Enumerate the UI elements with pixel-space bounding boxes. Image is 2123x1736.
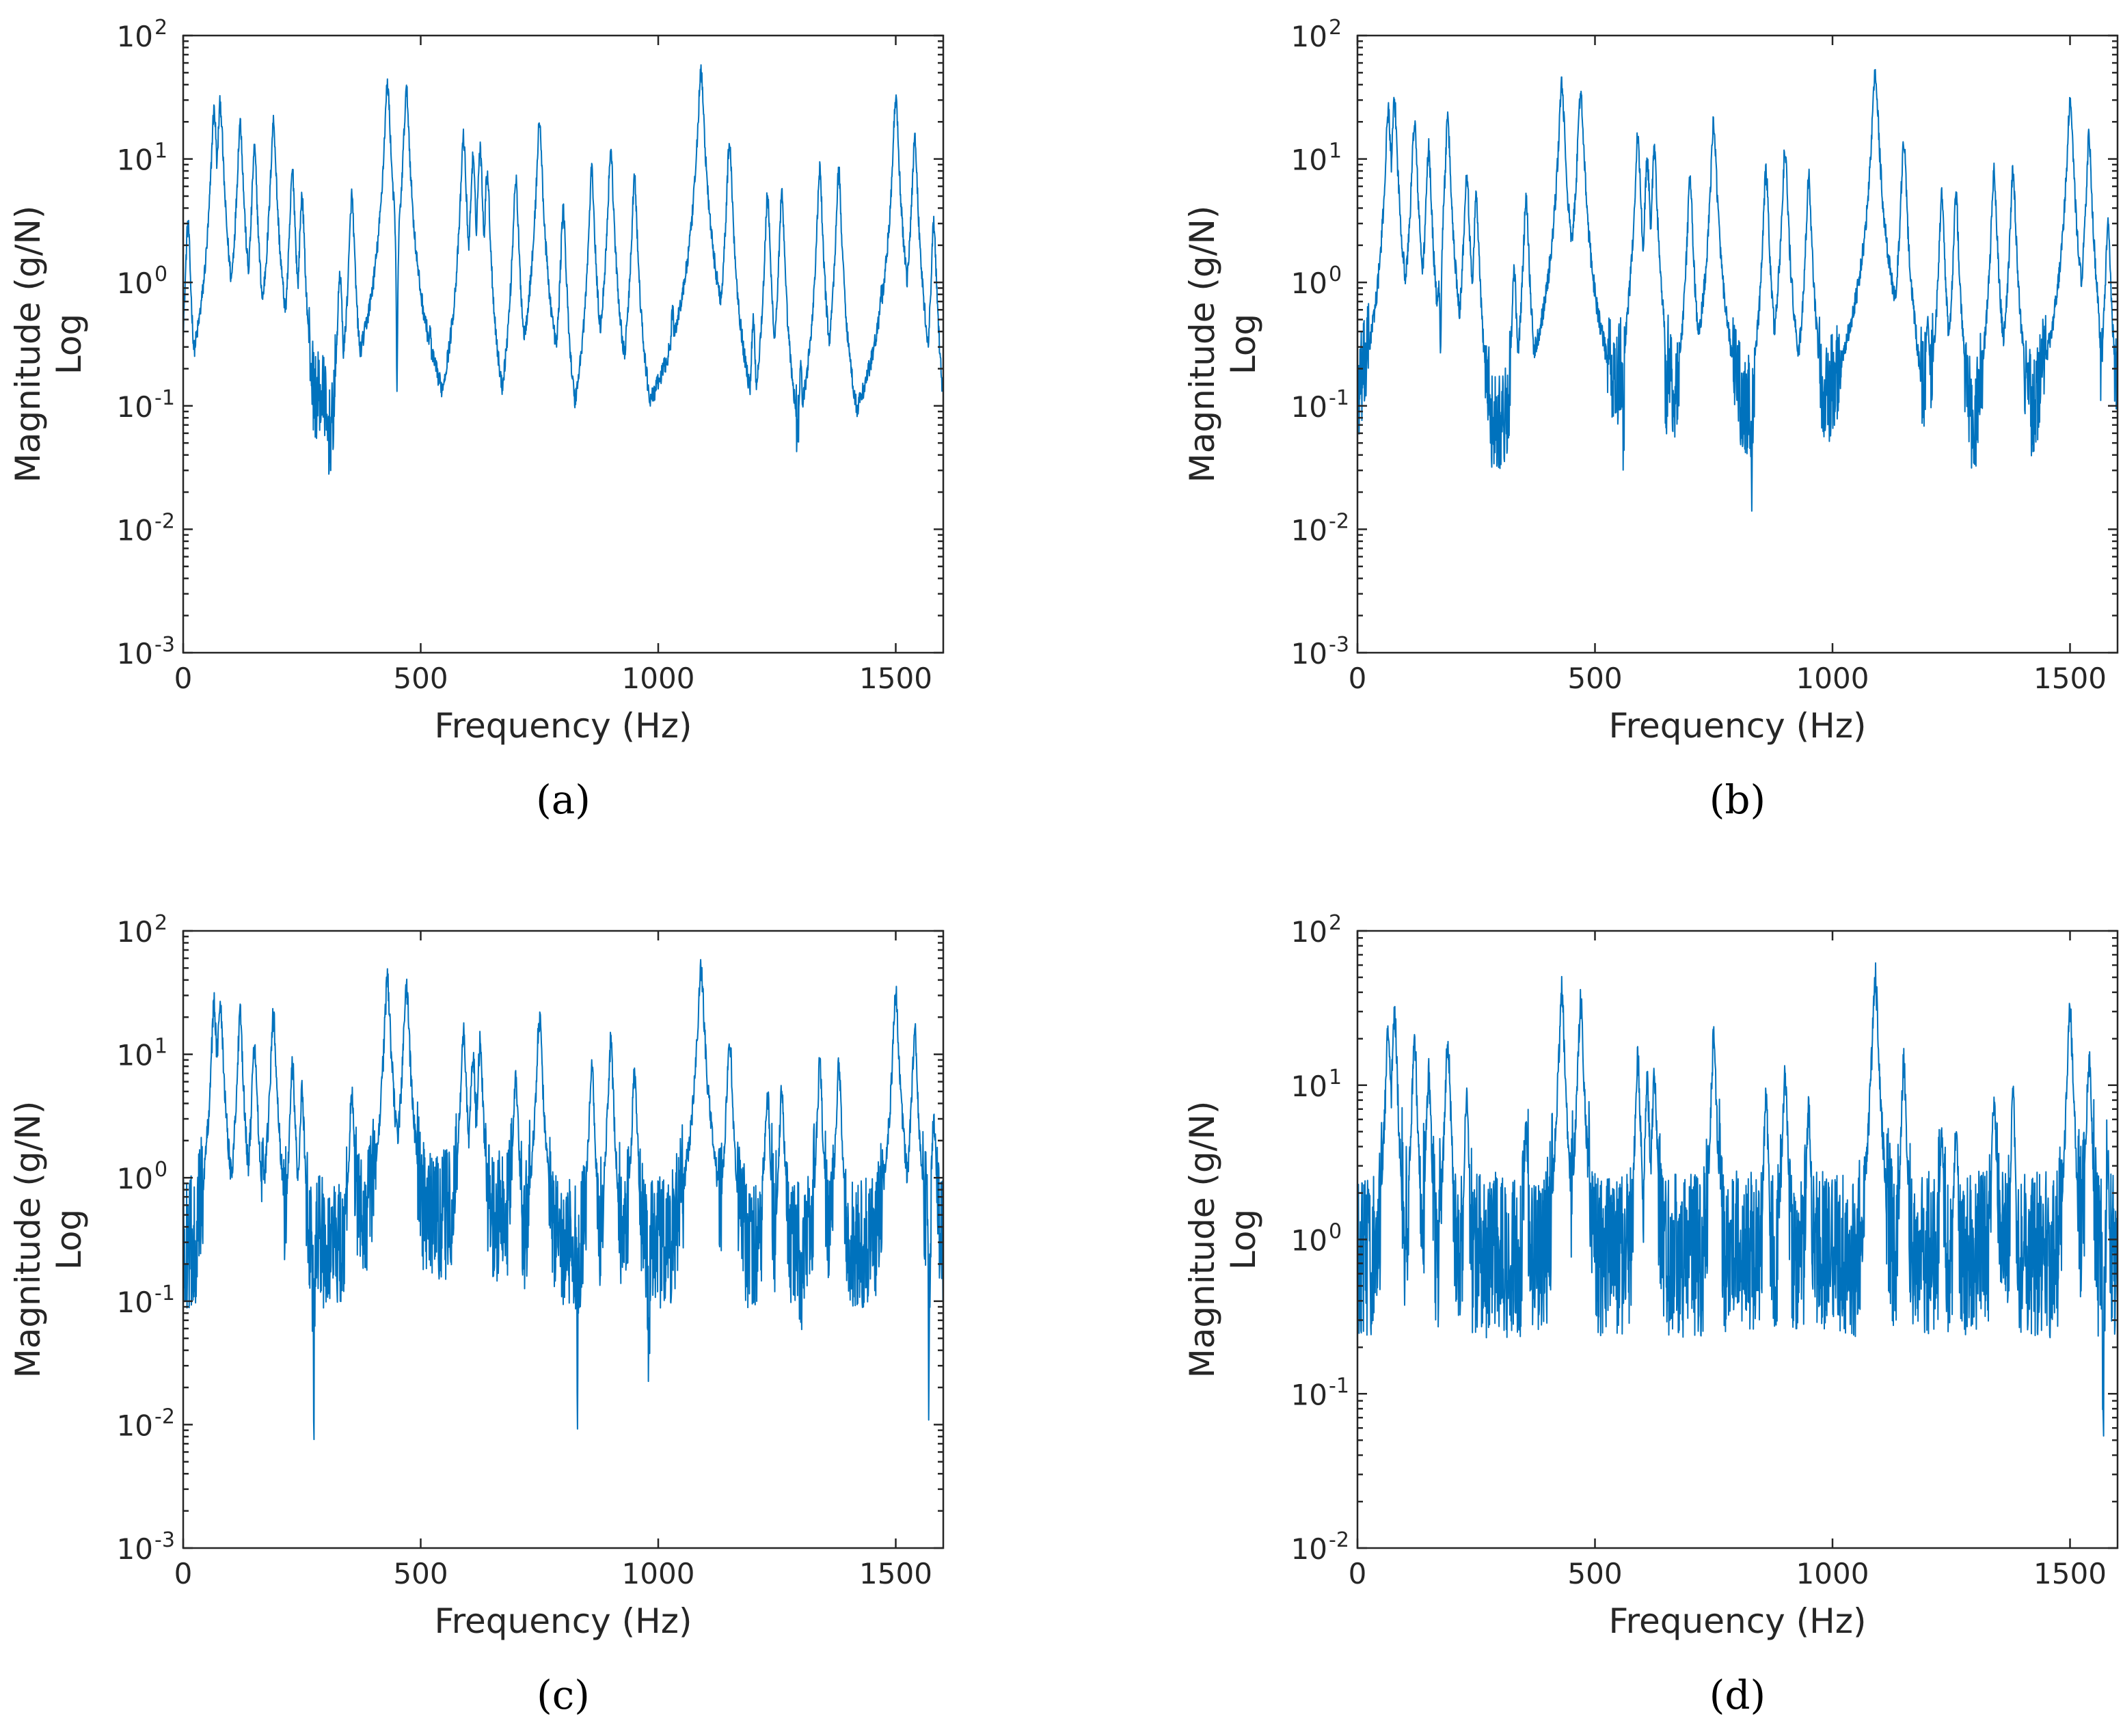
y-tick-exponent: 0 bbox=[154, 1158, 167, 1182]
y-axis-label: Magnitude (g/N) bbox=[8, 206, 48, 483]
x-tick-label: 1500 bbox=[859, 1557, 932, 1590]
y-tick-exponent: 0 bbox=[1329, 262, 1342, 286]
y-tick-exponent: 2 bbox=[1329, 16, 1342, 40]
y-axis-label: Magnitude (g/N) bbox=[1182, 206, 1222, 483]
y-tick-exponent: -1 bbox=[1329, 1374, 1349, 1398]
x-tick-label: 500 bbox=[393, 1557, 448, 1590]
y-axis-label: Magnitude (g/N) bbox=[1182, 1101, 1222, 1379]
y-tick-exponent: -1 bbox=[154, 1281, 175, 1305]
x-tick-label: 0 bbox=[174, 1557, 193, 1590]
y-tick-label: 10 bbox=[1291, 915, 1327, 949]
plot-area bbox=[1357, 36, 2118, 653]
x-tick-label: 500 bbox=[1567, 662, 1622, 695]
chart-panel-d: 0 500 1000 1500 10 -2 10 -1 10 0 10 1 10 2 Frequency (… bbox=[1174, 895, 2123, 1736]
y-tick-exponent: -2 bbox=[154, 1405, 175, 1428]
x-tick-label: 1000 bbox=[1796, 662, 1869, 695]
y-tick-exponent: 2 bbox=[154, 16, 167, 40]
y-tick-exponent: -3 bbox=[154, 1528, 175, 1552]
y-tick-label: 10 bbox=[117, 20, 153, 53]
y-tick-label: 10 bbox=[117, 1409, 153, 1442]
y-tick-label: 10 bbox=[117, 1039, 153, 1072]
x-tick-label: 0 bbox=[174, 662, 193, 695]
y-axis-label-scale: Log bbox=[49, 314, 89, 375]
panel-caption: (c) bbox=[537, 1672, 590, 1718]
x-axis-label: Frequency (Hz) bbox=[434, 1601, 692, 1641]
y-tick-exponent: 2 bbox=[154, 911, 167, 935]
x-tick-label: 1500 bbox=[859, 662, 932, 695]
panel-caption: (b) bbox=[1709, 776, 1766, 823]
x-axis-label: Frequency (Hz) bbox=[1608, 706, 1866, 746]
y-tick-exponent: 0 bbox=[1329, 1220, 1342, 1244]
y-tick-label: 10 bbox=[117, 1162, 153, 1195]
y-axis-label-scale: Log bbox=[1223, 314, 1263, 375]
panel-caption: (a) bbox=[536, 776, 591, 823]
y-tick-label: 10 bbox=[117, 915, 153, 949]
axes-frame bbox=[182, 34, 945, 654]
y-tick-exponent: 1 bbox=[154, 1035, 167, 1059]
x-tick-label: 0 bbox=[1349, 1557, 1367, 1590]
axes-frame bbox=[182, 930, 945, 1549]
panel-caption: (d) bbox=[1709, 1672, 1766, 1718]
x-tick-label: 1000 bbox=[1796, 1557, 1869, 1590]
y-tick-label: 10 bbox=[1291, 1070, 1327, 1103]
x-tick-label: 1000 bbox=[622, 1557, 695, 1590]
y-tick-label: 10 bbox=[1291, 513, 1327, 547]
y-tick-label: 10 bbox=[117, 637, 153, 670]
x-axis-label: Frequency (Hz) bbox=[434, 706, 692, 746]
y-axis-label-scale: Log bbox=[49, 1209, 89, 1270]
y-tick-label: 10 bbox=[1291, 267, 1327, 300]
series-line-c bbox=[182, 959, 944, 1441]
chart-panel-c: 0 500 1000 1500 10 -3 10 -2 10 -1 10 0 10 1 10 2 Frequen… bbox=[0, 895, 949, 1736]
y-tick-exponent: -2 bbox=[154, 509, 175, 533]
y-tick-exponent: -3 bbox=[154, 633, 175, 657]
y-axis-label-scale: Log bbox=[1223, 1209, 1263, 1270]
x-axis-label: Frequency (Hz) bbox=[1608, 1601, 1866, 1641]
y-tick-label: 10 bbox=[1291, 1532, 1327, 1566]
chart-panel-a: 0 500 1000 1500 10 -3 10 -2 10 -1 10 0 10 1 10 2 Frequen… bbox=[0, 0, 949, 841]
series-line-b bbox=[1357, 68, 2118, 512]
x-tick-label: 500 bbox=[1567, 1557, 1622, 1590]
y-tick-label: 10 bbox=[117, 390, 153, 424]
x-tick-label: 0 bbox=[1349, 662, 1367, 695]
y-tick-exponent: -1 bbox=[154, 386, 175, 410]
y-tick-exponent: 0 bbox=[154, 262, 167, 286]
x-tick-label: 1500 bbox=[2033, 662, 2107, 695]
y-axis-label: Magnitude (g/N) bbox=[8, 1101, 48, 1379]
x-tick-label: 500 bbox=[393, 662, 448, 695]
y-tick-label: 10 bbox=[117, 1286, 153, 1319]
y-tick-exponent: 1 bbox=[1329, 139, 1342, 163]
y-tick-exponent: 1 bbox=[1329, 1066, 1342, 1089]
y-tick-exponent: 2 bbox=[1329, 911, 1342, 935]
y-tick-label: 10 bbox=[1291, 144, 1327, 177]
y-tick-label: 10 bbox=[117, 144, 153, 177]
series-line-a bbox=[182, 64, 944, 475]
y-tick-exponent: -2 bbox=[1329, 1528, 1349, 1552]
y-tick-label: 10 bbox=[117, 267, 153, 300]
y-tick-exponent: -2 bbox=[1329, 509, 1349, 533]
y-tick-label: 10 bbox=[117, 513, 153, 547]
chart-panel-b: 0 500 1000 1500 10 -3 10 -2 10 -1 10 0 10 1 10 2 Frequen… bbox=[1174, 0, 2123, 841]
y-tick-label: 10 bbox=[1291, 637, 1327, 670]
series-line-d bbox=[1357, 962, 2118, 1437]
y-tick-exponent: -3 bbox=[1329, 633, 1349, 657]
y-tick-label: 10 bbox=[117, 1532, 153, 1566]
y-tick-exponent: 1 bbox=[154, 139, 167, 163]
x-tick-label: 1500 bbox=[2033, 1557, 2107, 1590]
y-tick-label: 10 bbox=[1291, 1378, 1327, 1411]
axes-frame bbox=[1356, 34, 2119, 654]
y-tick-label: 10 bbox=[1291, 1224, 1327, 1258]
y-tick-exponent: -1 bbox=[1329, 386, 1349, 410]
y-tick-label: 10 bbox=[1291, 20, 1327, 53]
x-tick-label: 1000 bbox=[622, 662, 695, 695]
y-tick-label: 10 bbox=[1291, 390, 1327, 424]
